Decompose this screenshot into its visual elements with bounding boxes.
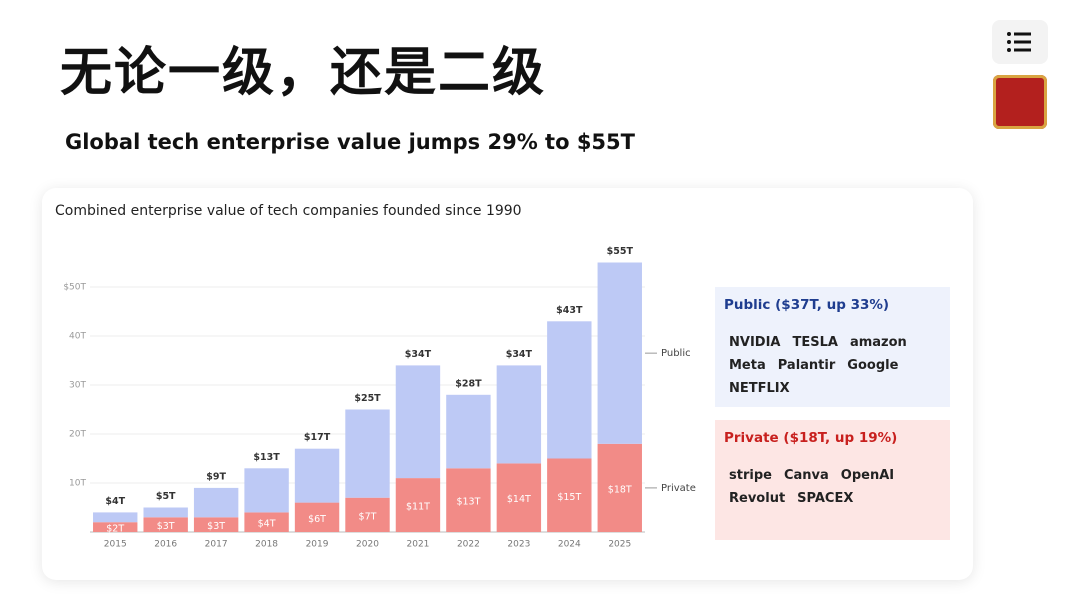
x-tick-label: 2019 — [306, 540, 329, 550]
page-title: 无论一级，还是二级 — [60, 42, 547, 103]
bar-segment — [446, 394, 491, 469]
company-logo: Google — [847, 358, 899, 373]
data-label: $15T — [557, 492, 581, 503]
bar-segment — [93, 522, 138, 532]
series-label: Public — [661, 348, 691, 359]
bar-segment — [244, 468, 289, 513]
total-label: $5T — [156, 491, 176, 502]
y-tick-label: 30T — [69, 381, 86, 391]
y-tick-label: $50T — [63, 283, 86, 293]
x-tick-label: 2018 — [255, 540, 278, 550]
company-logo: NETFLIX — [729, 381, 790, 396]
company-logo: Revolut — [729, 491, 786, 506]
bar-segment — [496, 463, 542, 532]
company-logo: Palantir — [777, 358, 836, 373]
y-tick-label: 20T — [69, 430, 86, 440]
bar-segment — [345, 497, 390, 532]
x-tick-label: 2022 — [457, 540, 480, 550]
x-tick-label: 2015 — [104, 540, 127, 550]
data-label: $14T — [507, 494, 531, 505]
panel-title: Public ($37T, up 33%) — [724, 297, 890, 313]
company-logo: amazon — [849, 335, 907, 350]
bar-segment — [294, 448, 340, 503]
bar-segment — [395, 478, 441, 532]
data-label: $3T — [207, 521, 225, 532]
bar-segment — [597, 443, 642, 532]
company-logo: TESLA — [792, 335, 838, 350]
logo-list: NVIDIA TESLA amazon Meta Palantir Google NETFL… — [729, 335, 944, 396]
data-label: $6T — [308, 514, 326, 525]
total-label: $28T — [455, 378, 482, 389]
data-label: $2T — [106, 524, 124, 535]
logo-seal — [993, 75, 1047, 129]
bar-segment — [547, 321, 592, 459]
bar-segment — [193, 487, 239, 518]
panel-title: Private ($18T, up 19%) — [724, 430, 898, 446]
bar-segment — [345, 409, 390, 498]
data-label: $4T — [258, 519, 276, 530]
y-tick-label: 40T — [69, 332, 86, 342]
x-tick-label: 2024 — [558, 540, 581, 550]
bar-segment — [496, 365, 542, 464]
subtitle: Global tech enterprise value jumps 29% t… — [65, 130, 635, 154]
x-tick-label: 2025 — [608, 540, 631, 550]
total-label: $13T — [253, 452, 280, 463]
company-logo: Meta — [729, 358, 766, 373]
total-label: $34T — [506, 349, 533, 360]
company-logo: Canva — [783, 468, 829, 483]
menu-icon — [1007, 32, 1031, 52]
bar-segment — [143, 507, 188, 518]
total-label: $17T — [304, 432, 331, 443]
bar-segment — [597, 262, 642, 444]
logo-list: stripe Canva OpenAI Revolut SPACEX — [729, 468, 944, 506]
chart-title: Combined enterprise value of tech compan… — [55, 203, 522, 219]
company-logo: OpenAI — [840, 468, 895, 483]
total-label: $9T — [206, 471, 226, 482]
x-tick-label: 2017 — [205, 540, 228, 550]
total-label: $34T — [405, 349, 432, 360]
company-logo: SPACEX — [797, 491, 854, 506]
y-tick-label: 10T — [69, 479, 86, 489]
company-logo: stripe — [729, 468, 772, 483]
x-tick-label: 2021 — [407, 540, 430, 550]
bar-segment — [547, 458, 592, 532]
bar-segment — [395, 365, 441, 479]
private-panel: Private ($18T, up 19%) stripe Canva OpenAI… — [715, 420, 950, 540]
bar-segment — [193, 517, 239, 532]
bar-segment — [446, 468, 491, 532]
total-label: $43T — [556, 305, 583, 316]
data-label: $18T — [608, 484, 632, 495]
data-label: $11T — [406, 502, 430, 513]
total-label: $55T — [607, 246, 634, 257]
bar-segment — [294, 502, 340, 532]
x-tick-label: 2023 — [507, 540, 530, 550]
data-label: $13T — [456, 497, 480, 508]
company-logo: NVIDIA — [729, 335, 781, 350]
bar-segment — [143, 517, 188, 532]
bar-segment — [244, 512, 289, 532]
menu-button[interactable] — [992, 20, 1048, 64]
total-label: $4T — [105, 496, 125, 507]
total-label: $25T — [354, 393, 381, 404]
bar-segment — [93, 512, 138, 523]
series-label: Private — [661, 483, 696, 494]
x-tick-label: 2016 — [154, 540, 177, 550]
data-label: $7T — [359, 511, 377, 522]
data-label: $3T — [157, 521, 175, 532]
public-panel: Public ($37T, up 33%) NVIDIA TESLA amazon M… — [715, 287, 950, 407]
x-tick-label: 2020 — [356, 540, 379, 550]
